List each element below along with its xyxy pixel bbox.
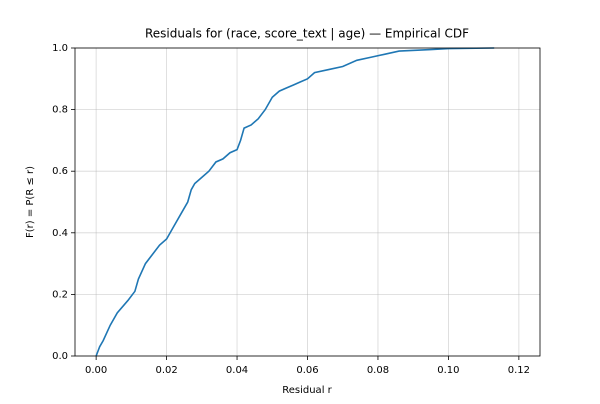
x-tick-label: 0.10	[437, 365, 459, 376]
data-line	[95, 47, 495, 357]
y-tick-label: 1.0	[52, 43, 68, 54]
y-tick-label: 0.2	[52, 289, 68, 300]
x-tick-label: 0.06	[296, 365, 318, 376]
y-tick-label: 0.8	[52, 105, 68, 116]
y-tick-label: 0.4	[52, 228, 68, 239]
x-tick-label: 0.12	[508, 365, 530, 376]
x-tick-label: 0.00	[85, 365, 107, 376]
x-tick-label: 0.08	[367, 365, 389, 376]
plot-frame	[74, 47, 541, 357]
y-tick-label: 0.0	[52, 351, 68, 362]
y-tick-label: 0.6	[52, 166, 68, 177]
y-axis-label: F(r) = P(R ≤ r)	[25, 166, 36, 238]
x-axis-label: Residual r	[282, 385, 332, 396]
chart-title: Residuals for (race, score_text | age) —…	[145, 27, 469, 41]
x-tick-label: 0.02	[155, 365, 177, 376]
x-tick-label: 0.04	[226, 365, 248, 376]
